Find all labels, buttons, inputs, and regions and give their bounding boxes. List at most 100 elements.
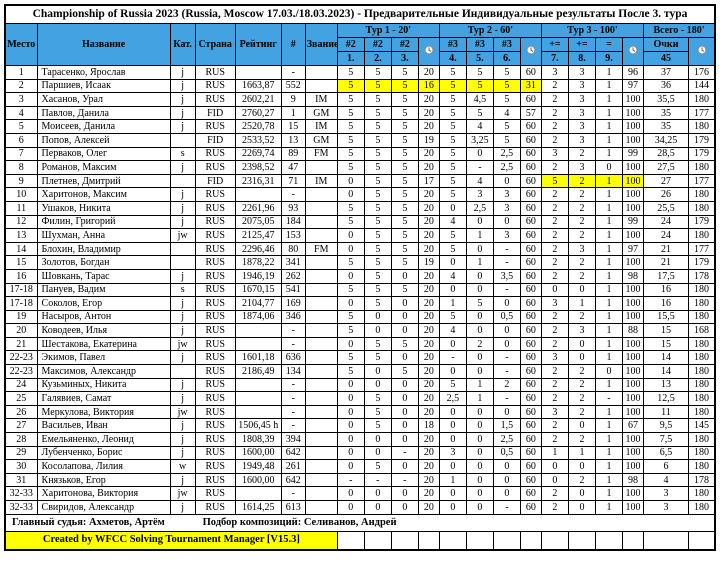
- time-cell: 20: [417, 105, 440, 121]
- place-cell: 10: [4, 187, 38, 202]
- category-cell: j: [169, 445, 196, 461]
- score-cell: 5: [363, 173, 392, 189]
- score-cell: 0: [390, 377, 419, 393]
- score-cell: -: [438, 350, 467, 366]
- total-time-cell: 179: [688, 146, 716, 162]
- time-cell: 57: [519, 105, 542, 121]
- score-cell: 0: [438, 418, 467, 434]
- time-cell: 60: [519, 445, 542, 461]
- score-cell: -: [492, 391, 521, 406]
- score-cell: -: [594, 391, 623, 406]
- chess-title-cell: FM: [304, 241, 338, 257]
- score-cell: 0: [390, 500, 419, 515]
- time-cell: 67: [621, 418, 644, 434]
- score-cell: 0: [465, 241, 494, 257]
- score-cell: 1: [594, 65, 623, 80]
- points-cell: 14: [642, 350, 690, 366]
- total-time-cell: 177: [688, 241, 716, 257]
- rating-cell: 2296,46: [234, 241, 282, 257]
- score-cell: 0: [336, 377, 365, 393]
- rating-cell: 1878,22: [234, 255, 282, 270]
- country-cell: RUS: [194, 418, 236, 434]
- points-cell: 37: [642, 65, 690, 80]
- player-row: 32-33 Свиридов, Александр j RUS 1614,25 613 0 0…: [4, 500, 716, 515]
- player-name: Соколов, Егор: [36, 296, 171, 311]
- chess-title-cell: [304, 228, 338, 243]
- chess-title-cell: GM: [304, 105, 338, 121]
- place-cell: 15: [4, 255, 38, 270]
- score-cell: 1: [465, 391, 494, 406]
- country-cell: RUS: [194, 445, 236, 461]
- rank-number-cell: -: [280, 323, 306, 338]
- score-cell: 5: [390, 78, 419, 94]
- time-cell: 60: [519, 336, 542, 352]
- rank-number-cell: 642: [280, 472, 306, 488]
- place-cell: 27: [4, 418, 38, 434]
- rating-cell: 2533,52: [234, 132, 282, 148]
- time-cell: 19: [417, 255, 440, 270]
- player-row: 21 Шестакова, Екатерина jw RUS -0 5 5 20 0 2 0 60 2 0…: [4, 336, 716, 352]
- time-cell: 100: [621, 105, 644, 121]
- created-by: Created by WFCC Solving Tournament Manag…: [4, 530, 338, 551]
- time-cell: 20: [417, 228, 440, 243]
- score-cell: 0: [390, 296, 419, 311]
- score-cell: 2: [540, 228, 569, 243]
- country-cell: RUS: [194, 296, 236, 311]
- time-cell: 100: [621, 187, 644, 202]
- player-name: Меркулова, Виктория: [36, 404, 171, 420]
- time-cell: 31: [519, 78, 542, 94]
- score-cell: 0: [567, 282, 596, 298]
- player-row: 2 Паршиев, Исаак j RUS 1663,87 552 5 5 5 16 5 5 5 31 2…: [4, 78, 716, 94]
- score-cell: 1: [594, 146, 623, 162]
- place-cell: 3: [4, 92, 38, 107]
- score-cell: 0: [390, 432, 419, 447]
- total-time-cell: 180: [688, 282, 716, 298]
- category-cell: j: [169, 296, 196, 311]
- problem-number: 4.: [438, 51, 467, 66]
- score-cell: 5: [336, 92, 365, 107]
- col-header-name: Название: [36, 23, 171, 66]
- score-cell: 1: [594, 241, 623, 257]
- rank-number-cell: 184: [280, 214, 306, 230]
- points-cell: 24: [642, 228, 690, 243]
- category-cell: jw: [169, 404, 196, 420]
- place-cell: 12: [4, 214, 38, 230]
- rating-cell: 1601,18: [234, 350, 282, 366]
- time-cell: 20: [417, 92, 440, 107]
- time-cell: 20: [417, 241, 440, 257]
- total-time-cell: 180: [688, 404, 716, 420]
- col-header-place: Место: [4, 23, 38, 66]
- score-cell: 1: [540, 445, 569, 461]
- points-cell: 7,5: [642, 432, 690, 447]
- score-cell: 2: [540, 187, 569, 202]
- time-cell: 60: [519, 92, 542, 107]
- score-cell: 2: [567, 404, 596, 420]
- time-cell: 20: [417, 364, 440, 379]
- group-header-row: Место Название Кат. Страна Рейтинг # Зва…: [4, 23, 716, 66]
- score-cell: 0: [594, 364, 623, 379]
- points-cell: 14: [642, 364, 690, 379]
- score-cell: 2: [540, 500, 569, 515]
- rating-cell: [234, 377, 282, 393]
- rank-number-cell: 13: [280, 132, 306, 148]
- score-cell: 2: [540, 105, 569, 121]
- score-cell: 5: [336, 146, 365, 162]
- chief-judge: Главный судья: Ахметов, Артём: [12, 516, 165, 528]
- score-cell: 0: [438, 282, 467, 298]
- score-cell: 5: [390, 200, 419, 216]
- player-name: Блохин, Владимир: [36, 241, 171, 257]
- rank-number-cell: 47: [280, 160, 306, 175]
- place-cell: 20: [4, 323, 38, 338]
- time-cell: 60: [519, 119, 542, 134]
- rank-number-cell: 346: [280, 309, 306, 325]
- time-cell: 20: [417, 268, 440, 284]
- r3-problem-2: +=: [567, 37, 596, 52]
- rank-number-cell: 642: [280, 445, 306, 461]
- rank-number-cell: 613: [280, 500, 306, 515]
- points-max: 45: [642, 51, 690, 66]
- place-cell: 11: [4, 200, 38, 216]
- time-cell: 60: [519, 364, 542, 379]
- score-cell: 4: [465, 119, 494, 134]
- score-cell: 3: [567, 92, 596, 107]
- rank-number-cell: 134: [280, 364, 306, 379]
